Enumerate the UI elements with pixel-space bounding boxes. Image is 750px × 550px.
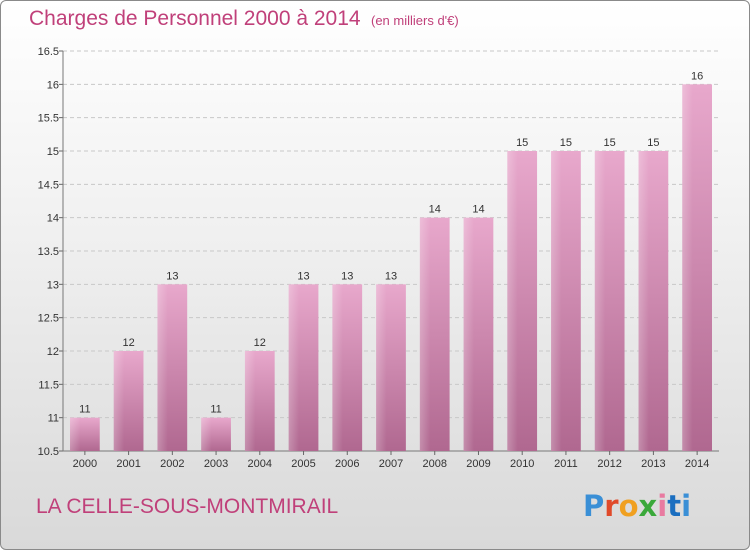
logo-letter: x bbox=[638, 489, 658, 523]
data-labels: 11 12 13 11 12 13 13 13 14 14 15 15 15 15 16 bbox=[79, 70, 703, 415]
bar-highlight bbox=[201, 417, 212, 451]
y-tick-label: 15 bbox=[47, 146, 59, 158]
y-tick-label: 16 bbox=[47, 79, 59, 91]
x-tick-label: 2001 bbox=[116, 458, 140, 470]
bars bbox=[69, 84, 713, 451]
y-tick-label: 12 bbox=[47, 346, 59, 358]
data-label: 11 bbox=[79, 404, 90, 416]
bar-highlight bbox=[419, 217, 431, 451]
bar-highlight bbox=[288, 284, 300, 451]
bar-highlight bbox=[376, 284, 387, 451]
x-tick-labels: 2000 2001 2002 2003 2004 2005 2006 2007 2008 2009… bbox=[73, 458, 710, 470]
x-tick-label: 2003 bbox=[204, 458, 228, 470]
data-label: 13 bbox=[297, 270, 309, 282]
y-tick-label: 11.5 bbox=[38, 379, 59, 391]
data-label: 14 bbox=[472, 204, 484, 216]
x-tick-label: 2007 bbox=[379, 458, 403, 470]
data-label: 16 bbox=[691, 70, 703, 82]
bar-highlight bbox=[594, 151, 606, 451]
y-tick-label: 14.5 bbox=[38, 179, 59, 191]
x-tick-label: 2013 bbox=[641, 458, 665, 470]
chart-title: Charges de Personnel 2000 à 2014 bbox=[29, 7, 361, 30]
bar-highlight bbox=[463, 217, 475, 451]
x-tick-label: 2004 bbox=[248, 458, 272, 470]
bar-highlight bbox=[113, 351, 125, 451]
x-tick-label: 2002 bbox=[160, 458, 184, 470]
y-tick-label: 10.5 bbox=[38, 446, 59, 458]
y-tick-label: 15.5 bbox=[38, 113, 59, 125]
y-tick-labels: 10.5 11 11.5 12 12.5 13 13.5 14 14.5 15 15.5 16 16.5 bbox=[38, 46, 59, 458]
y-tick-label: 14 bbox=[47, 213, 59, 225]
data-label: 11 bbox=[210, 404, 221, 416]
y-tick-label: 16.5 bbox=[38, 46, 59, 58]
y-tick-label: 11 bbox=[48, 413, 59, 425]
logo-letter: P bbox=[583, 489, 605, 523]
x-tick-label: 2009 bbox=[466, 458, 490, 470]
data-label: 14 bbox=[429, 204, 441, 216]
x-tick-label: 2006 bbox=[335, 458, 359, 470]
data-label: 13 bbox=[341, 270, 353, 282]
bar-highlight bbox=[507, 151, 518, 451]
proxiti-logo: Proxiti bbox=[583, 489, 691, 523]
x-tick-label: 2008 bbox=[422, 458, 446, 470]
logo-letter: i bbox=[681, 489, 692, 523]
x-tick-label: 2010 bbox=[510, 458, 534, 470]
data-label: 13 bbox=[166, 270, 178, 282]
data-label: 15 bbox=[647, 137, 659, 149]
data-label: 12 bbox=[254, 337, 266, 349]
bar-highlight bbox=[551, 151, 562, 451]
chart-subtitle: (en milliers d'€) bbox=[371, 13, 459, 28]
y-tick-label: 13.5 bbox=[38, 246, 59, 258]
data-label: 15 bbox=[560, 137, 572, 149]
x-tick-label: 2012 bbox=[597, 458, 621, 470]
bar-highlight bbox=[332, 284, 343, 451]
bar-highlight bbox=[638, 151, 649, 451]
commune-name: LA CELLE-SOUS-MONTMIRAIL bbox=[36, 495, 339, 518]
data-label: 13 bbox=[385, 270, 397, 282]
x-tick-label: 2000 bbox=[73, 458, 97, 470]
data-label: 15 bbox=[604, 137, 616, 149]
data-label: 15 bbox=[516, 137, 528, 149]
data-label: 12 bbox=[122, 337, 134, 349]
bar-highlight bbox=[682, 84, 693, 451]
bar-highlight bbox=[69, 417, 81, 451]
y-tick-label: 12.5 bbox=[38, 313, 59, 325]
y-tick-label: 13 bbox=[47, 279, 59, 291]
bar-highlight bbox=[244, 351, 256, 451]
logo-letter: i bbox=[657, 489, 668, 523]
logo-letter: o bbox=[618, 489, 639, 523]
x-tick-label: 2005 bbox=[291, 458, 315, 470]
x-tick-label: 2014 bbox=[685, 458, 709, 470]
logo-letter: t bbox=[667, 489, 682, 523]
x-tick-label: 2011 bbox=[554, 458, 578, 470]
bar-highlight bbox=[157, 284, 168, 451]
logo-letter: r bbox=[604, 489, 619, 523]
